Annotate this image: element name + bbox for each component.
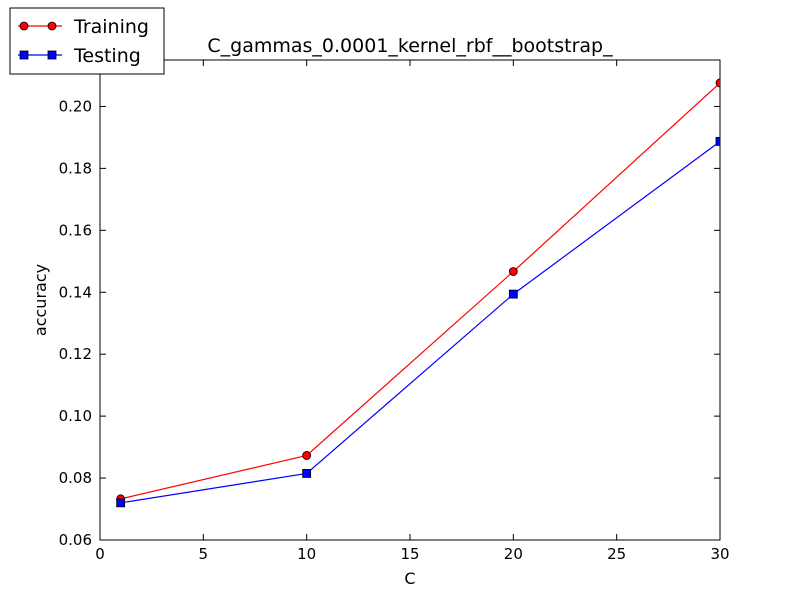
y-tick-label: 0.10: [59, 407, 92, 425]
legend: Training Testing: [9, 7, 165, 75]
data-point-testing: [508, 289, 518, 299]
y-tick-label: 0.14: [59, 283, 92, 301]
data-point-training: [302, 451, 312, 460]
y-tick-label: 0.18: [59, 159, 92, 177]
plot-area: [99, 59, 721, 541]
y-axis-label: accuracy: [31, 264, 50, 336]
x-axis-label: C: [404, 569, 415, 588]
x-tick-label: 30: [710, 545, 729, 563]
y-tick-label: 0.20: [59, 97, 92, 115]
x-tick-label: 0: [95, 545, 105, 563]
series-layer: [116, 78, 720, 508]
data-point-training: [715, 78, 720, 88]
chart-title: C_gammas_0.0001_kernel_rbf__bootstrap_: [207, 35, 613, 57]
legend-marker: [19, 21, 29, 31]
data-point-testing: [116, 498, 126, 508]
y-tick-label: 0.12: [59, 345, 92, 363]
y-tick-label: 0.08: [59, 469, 92, 487]
legend-marker: [47, 21, 57, 31]
series-line-training: [120, 82, 720, 500]
legend-label-training: Training: [73, 16, 149, 38]
x-tick-label: 20: [504, 545, 523, 563]
legend-marker: [47, 50, 57, 60]
data-point-testing: [302, 469, 312, 478]
legend-marker: [19, 50, 29, 60]
y-axis: 0.06 0.08 0.10 0.12 0.14 0.16 0.18 0.20: [59, 97, 720, 549]
x-tick-label: 25: [607, 545, 626, 563]
data-point-training: [508, 267, 518, 276]
x-tick-label: 5: [199, 545, 209, 563]
data-point-testing: [715, 137, 720, 146]
y-tick-label: 0.06: [59, 531, 92, 549]
series-line-testing: [120, 140, 720, 504]
x-tick-label: 10: [297, 545, 316, 563]
y-tick-label: 0.16: [59, 221, 92, 239]
legend-label-testing: Testing: [73, 45, 141, 67]
plot-frame: [99, 59, 721, 541]
x-axis: 0 5 10 15 20 25 30: [95, 60, 730, 563]
x-tick-label: 15: [400, 545, 419, 563]
legend-box: [9, 7, 165, 75]
